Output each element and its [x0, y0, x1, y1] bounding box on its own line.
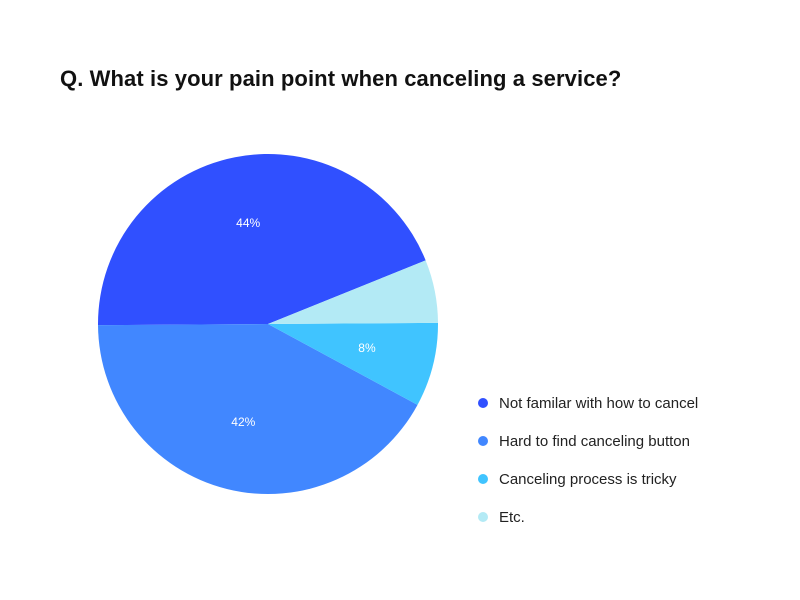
legend-item: Etc. [478, 498, 698, 536]
pie-slice-hard-to-find-canceling-button [98, 324, 418, 495]
chart-legend: Not familar with how to cancel Hard to fi… [478, 384, 698, 536]
legend-item: Not familar with how to cancel [478, 384, 698, 422]
legend-label: Canceling process is tricky [499, 470, 677, 488]
pie-slices [97, 153, 438, 495]
pie-slice-labels: 44% 42% 8% [231, 216, 376, 429]
legend-label: Hard to find canceling button [499, 432, 690, 450]
legend-swatch [478, 398, 488, 408]
legend-item: Hard to find canceling button [478, 422, 698, 460]
pie-slice-canceling-process-is-tricky [268, 322, 438, 405]
legend-swatch [478, 474, 488, 484]
pie-slice-value-label: 8% [358, 341, 376, 355]
pie-slice-value-label: 44% [236, 216, 260, 230]
legend-label: Etc. [499, 508, 525, 526]
pie-slice-not-familar-with-how-to-cancel [97, 153, 426, 326]
legend-label: Not familar with how to cancel [499, 394, 699, 412]
legend-item: Canceling process is tricky [478, 460, 698, 498]
pie-slice-value-label: 42% [231, 415, 255, 429]
legend-swatch [478, 512, 488, 522]
pie-slice-etc [268, 260, 438, 324]
legend-swatch [478, 436, 488, 446]
chart-title: Q. What is your pain point when cancelin… [60, 66, 622, 91]
